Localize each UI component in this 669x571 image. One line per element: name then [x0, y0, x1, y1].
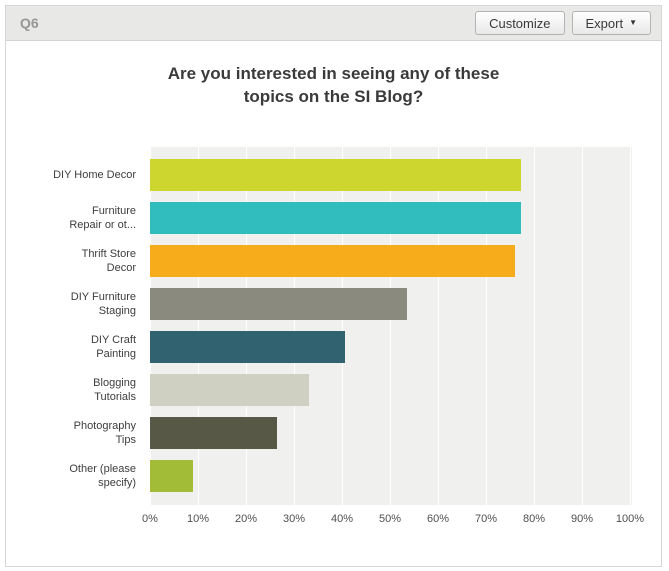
x-axis-tick: 100%: [615, 513, 645, 525]
bar: [150, 202, 522, 234]
x-axis-tick: 80%: [522, 513, 546, 525]
bar: [150, 417, 278, 449]
x-axis-tick: 50%: [378, 513, 402, 525]
bar: [150, 331, 345, 363]
gridline: [438, 147, 439, 505]
x-axis-tick: 10%: [186, 513, 210, 525]
category-label: Furniture Repair or ot...: [69, 205, 136, 231]
bar: [150, 460, 194, 492]
gridline: [294, 147, 295, 505]
gridline: [630, 147, 631, 505]
category-label: Photography Tips: [73, 420, 136, 446]
bar: [150, 374, 309, 406]
gridline: [486, 147, 487, 505]
x-axis-tick: 90%: [570, 513, 594, 525]
bar-chart: 0% 10% 20% 30% 40% 50% 60% 70% 80% 90% 100% DIY Hom…: [6, 147, 663, 547]
chart-title-line1: Are you interested in seeing any of thes…: [167, 64, 500, 83]
category-label: DIY Craft Painting: [90, 334, 136, 360]
gridline: [198, 147, 199, 505]
x-axis-tick: 40%: [330, 513, 354, 525]
category-label: Thrift Store Decor: [81, 248, 136, 274]
category-label: DIY Furniture Staging: [70, 291, 136, 317]
x-axis-tick: 20%: [234, 513, 258, 525]
caret-down-icon: ▼: [629, 18, 637, 27]
x-axis-tick: 60%: [426, 513, 450, 525]
category-label: Other (please specify): [69, 463, 136, 489]
chart-title-line2: topics on the SI Blog?: [243, 87, 424, 106]
export-button-label: Export: [585, 15, 624, 31]
chart-title: Are you interested in seeing any of thes…: [6, 62, 661, 108]
gridline: [390, 147, 391, 505]
x-axis-tick: 70%: [474, 513, 498, 525]
category-label: DIY Home Decor: [53, 169, 136, 181]
bar: [150, 159, 522, 191]
gridline: [246, 147, 247, 505]
customize-button[interactable]: Customize: [475, 11, 565, 35]
category-label: Blogging Tutorials: [93, 377, 136, 403]
gridline: [150, 147, 151, 505]
export-button[interactable]: Export ▼: [571, 11, 651, 35]
card-header: Q6 Customize Export ▼: [6, 6, 661, 41]
plot-area: [150, 147, 632, 505]
bar: [150, 245, 515, 277]
x-axis-tick: 30%: [282, 513, 306, 525]
gridline: [342, 147, 343, 505]
gridline: [534, 147, 535, 505]
x-axis-tick: 0%: [142, 513, 158, 525]
bar: [150, 288, 407, 320]
question-card: Q6 Customize Export ▼ Are you interested…: [5, 5, 662, 567]
gridline: [582, 147, 583, 505]
question-number: Q6: [20, 15, 39, 31]
